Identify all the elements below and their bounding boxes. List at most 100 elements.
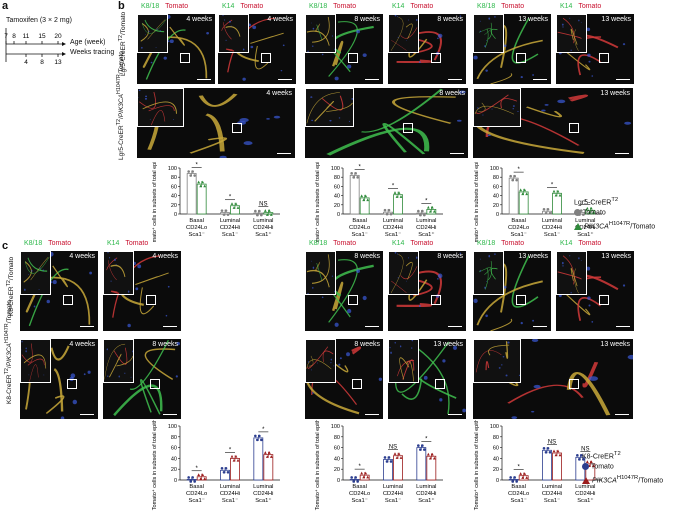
stain-label: K8/18 [477,240,496,247]
x-tick-label: CD24Hi [575,225,595,231]
stain-label: Tomato [165,3,189,10]
y-tick-label: 80 [493,435,499,441]
timeline-tracing-13: 13 [54,59,62,66]
data-point [417,209,420,213]
panel-c-chart-4wk: Tomato⁺ cells in subsets of total epithe… [151,420,280,510]
data-point [421,209,424,213]
data-point [525,192,529,196]
x-tick-label: CD24Hi [542,491,562,497]
panel_c-micrograph-top-3: 8 weeks [388,251,466,331]
y-tick-label: 40 [334,194,340,200]
data-point [513,476,516,479]
y-axis-label: Tomato⁺ cells in subsets of total epithe… [473,162,480,242]
data-point [556,189,560,193]
weeks-label: 13 weeks [600,341,630,348]
x-tick-label: CD24Lo [186,491,207,497]
data-point [254,209,257,213]
stain-label: K14 [392,240,405,247]
data-point [430,205,434,209]
y-tick-label: 0 [496,212,499,218]
panel_c-column-head-1: K14 Tomato [107,240,148,247]
stain-label: Tomato [501,3,525,10]
data-point [236,206,240,209]
y-tick-label: 40 [493,456,499,462]
panel_c-micrograph-bottom-3: 13 weeks [388,339,466,419]
zoom-region-box [515,295,526,305]
stain-label: Tomato [333,240,357,247]
panel_b-micrograph-top-3: 8 weeks [388,14,466,84]
x-tick-label: CD24Hi [416,491,436,497]
zoom-region-box [515,52,526,63]
weeks-label: 4 weeks [152,253,178,260]
scale-bar [163,413,177,415]
x-tick-label: Sca1⁻ [544,232,560,238]
weeks-label: 13 weeks [601,16,631,23]
panel_c-column-head-2: K8/18 Tomato [309,240,356,247]
data-point [352,480,355,483]
zoom-region-box [351,379,362,389]
data-point [236,458,240,462]
scale-bar [450,152,464,154]
data-point [232,458,236,462]
y-tick-label: 100 [490,166,499,172]
zoom-inset [388,251,420,295]
scale-bar [448,325,462,327]
timeline-age-15: 15 [38,33,46,40]
y-tick-label: 20 [334,467,340,473]
zoom-inset [388,14,420,53]
x-tick-label: CD24Hi [575,491,595,497]
data-point [193,174,196,177]
data-point [260,213,263,217]
x-tick-label: Sca1⁺ [255,231,271,238]
data-point [352,176,355,179]
stain-label: K8/18 [309,240,328,247]
data-point [393,191,397,194]
data-point [220,466,224,470]
data-point [585,206,589,210]
zoom-inset [305,14,337,53]
data-point [554,453,558,457]
bar [393,455,403,481]
panel_b-column-head-4: K8/18 Tomato [477,3,524,10]
data-point [199,184,203,188]
data-point [383,456,387,459]
data-point [364,194,368,198]
data-point [356,480,359,483]
zoom-region-box [179,52,190,63]
significance-mark: * [358,464,361,470]
panel_b-column-head-2: K8/18 Tomato [309,3,356,10]
x-tick-label: Sca1⁺ [255,497,271,504]
legend-b-title: Lgr5-CreERT2 [574,197,619,207]
data-point [366,475,370,479]
data-point [419,448,422,451]
data-point [426,452,430,456]
weeks-label: 8 weeks [152,341,178,348]
stain-label: Tomato [48,240,72,247]
stain-label: K14 [222,3,235,10]
scale-bar [163,325,177,327]
y-tick-label: 0 [174,212,177,218]
y-tick-label: 100 [331,424,340,430]
data-point [509,476,512,479]
timeline-diagram: 7 8 11 15 20 4 8 13 [4,28,66,66]
x-tick-label: Luminal [383,218,403,224]
timeline-age-7: 7 [4,33,8,40]
panel_b-micrograph-top-0: 4 weeks [137,14,215,84]
weeks-label: 8 weeks [439,90,465,97]
significance-mark: * [229,447,232,453]
significance-mark: * [425,198,428,204]
data-point [399,195,403,198]
bar [542,449,552,481]
data-point [525,476,529,479]
panel_c-micrograph-top-4: 13 weeks [473,251,551,331]
data-point [269,213,273,216]
data-point [521,476,525,479]
stain-label: Tomato [501,240,525,247]
weeks-label: 4 weeks [266,90,292,97]
panel-c-label: c [2,240,9,252]
legend-b-pik-marker [574,222,582,230]
data-point [230,454,234,458]
data-point [578,458,581,461]
zoom-inset [473,251,505,295]
zoom-region-box [598,295,609,305]
